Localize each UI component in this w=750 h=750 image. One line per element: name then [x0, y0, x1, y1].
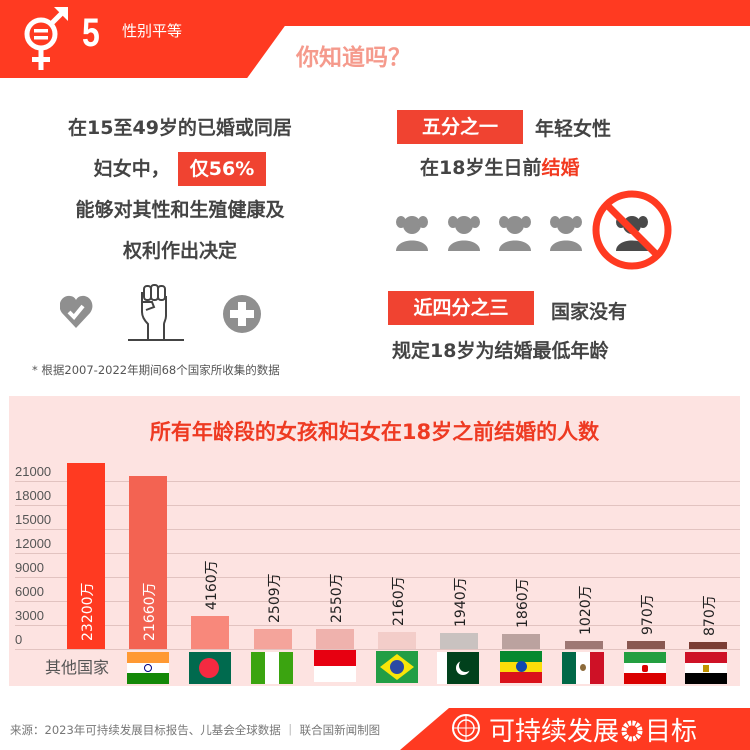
bar: [129, 475, 168, 649]
bar-value-label: 970万: [639, 594, 656, 636]
header-slant: [240, 0, 285, 78]
fraction-badge-three-quarters: 近四分之三: [388, 291, 534, 325]
section-title: 你知道吗？: [296, 45, 411, 71]
fact-highlight: 结婚: [541, 157, 580, 179]
flag-india-icon: [127, 652, 169, 684]
goal-name: 性别平等: [122, 22, 183, 40]
bar-value-label: 4160万: [204, 560, 221, 610]
highlight-badge: 仅56%: [177, 152, 267, 186]
y-tick: 3000: [15, 608, 44, 623]
bar: [315, 628, 354, 649]
chart-panel: 所有年龄段的女孩和妇女在18岁之前结婚的人数 21000 18000 15000…: [9, 396, 740, 686]
y-tick: 0: [15, 632, 23, 647]
gridline: [15, 481, 740, 482]
fact-text: 妇女中，: [93, 158, 170, 180]
bar: [689, 642, 727, 649]
flag-indonesia-icon: [314, 650, 356, 682]
x-category-other-countries: 其他国家: [45, 658, 110, 677]
fact-text: 年轻女性: [535, 118, 612, 140]
brand-text: 目标: [645, 717, 698, 747]
gridline: [15, 529, 740, 530]
fact-line: 妇女中， 仅56%: [30, 149, 330, 190]
footnote: * 根据2007-2022年期间68个国家所收集的数据: [32, 363, 280, 377]
sdg-brand: 可持续发展 目标: [489, 711, 697, 748]
fact-text: 在18岁生日前: [420, 157, 542, 179]
rights-icons: [60, 284, 261, 341]
x-axis-baseline: [15, 649, 740, 650]
y-tick: 6000: [15, 584, 44, 599]
gridline: [15, 625, 740, 626]
girls-icon-row: [396, 190, 672, 270]
bar: [253, 628, 292, 649]
flag-mexico-icon: [562, 652, 604, 684]
flag-pakistan-icon: [437, 652, 479, 684]
flag-iran-icon: [624, 652, 666, 684]
chart-title: 所有年龄段的女孩和妇女在18岁之前结婚的人数: [149, 420, 600, 444]
fact-line: 在15至49岁的已婚或同居: [68, 117, 292, 139]
prohibited-girl-icon: [592, 190, 672, 270]
bar: [440, 633, 479, 649]
medical-plus-icon: [223, 295, 261, 333]
gender-equality-icon: [24, 7, 68, 70]
bar-value-label: 870万: [702, 595, 718, 637]
bar-value-label: 2160万: [391, 576, 407, 626]
bar-value-label: 2550万: [328, 572, 345, 623]
fact-line: 能够对其性和生殖健康及: [75, 199, 285, 221]
fact-text: 国家没有: [551, 301, 628, 323]
bar-value-label: 1020万: [577, 585, 594, 635]
bar: [502, 634, 541, 649]
gridline: [15, 601, 740, 602]
flag-brazil-icon: [376, 651, 418, 683]
fact-line: 在18岁生日前结婚: [420, 153, 579, 180]
bar: [564, 640, 603, 649]
girl-icon: [448, 216, 480, 251]
girl-icon: [396, 216, 428, 251]
fraction-badge-one-fifth: 五分之一: [397, 110, 523, 144]
bar-value-label: 1860万: [515, 578, 532, 629]
bar: [378, 631, 416, 649]
girl-icon: [499, 216, 531, 251]
flag-nigeria-icon: [251, 652, 293, 684]
gridline: [15, 505, 740, 506]
flag-bangladesh-icon: [189, 652, 231, 684]
girl-icon: [550, 216, 582, 251]
bar: [626, 641, 665, 649]
y-tick: 15000: [15, 512, 52, 527]
y-tick: 18000: [15, 488, 52, 503]
fact-line: 权利作出决定: [122, 240, 237, 262]
flag-egypt-icon: [685, 652, 727, 684]
sdg-wheel-icon: [621, 720, 643, 742]
bar: [67, 463, 105, 649]
bar-value-label: 21660万: [142, 582, 159, 641]
brand-text: 可持续发展: [489, 717, 620, 747]
bar-value-label: 23200万: [80, 582, 96, 641]
raised-fist-icon: [128, 284, 184, 341]
bar: [191, 615, 230, 649]
flag-ethiopia-icon: [500, 651, 542, 683]
y-tick: 21000: [15, 464, 52, 479]
heart-check-icon: [60, 295, 93, 328]
gridline: [15, 553, 740, 554]
bar-value-label: 2509万: [266, 573, 283, 623]
fact-reproductive-rights: 在15至49岁的已婚或同居 妇女中， 仅56% 能够对其性和生殖健康及 权利作出决…: [30, 108, 330, 272]
fact-line: 规定18岁为结婚最低年龄: [392, 340, 609, 362]
source-credit: 来源：2023年可持续发展目标报告、儿基会全球数据 ｜ 联合国新闻制图: [10, 723, 381, 737]
goal-number: 5: [82, 11, 100, 55]
y-tick: 12000: [15, 536, 52, 551]
gridline: [15, 577, 740, 578]
y-tick: 9000: [15, 560, 44, 575]
un-emblem-icon: [452, 714, 480, 742]
bar-value-label: 1940万: [453, 577, 470, 628]
